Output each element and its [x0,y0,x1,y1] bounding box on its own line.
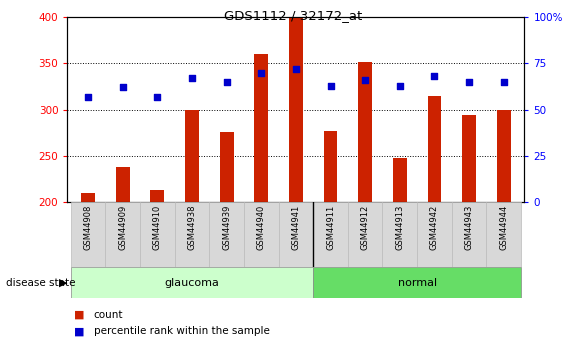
Bar [175,202,209,267]
Text: percentile rank within the sample: percentile rank within the sample [94,326,270,336]
Bar [462,115,476,202]
Text: glaucoma: glaucoma [165,278,220,288]
Text: ■: ■ [74,326,84,336]
Point [83,94,93,99]
Point [257,70,266,76]
Point [499,79,509,85]
Text: normal: normal [397,278,437,288]
Text: GDS1112 / 32172_at: GDS1112 / 32172_at [224,9,362,22]
Bar [151,190,164,202]
Bar [348,202,383,267]
Bar [254,54,268,202]
Bar [71,202,105,267]
Point [430,73,439,79]
Text: GSM44938: GSM44938 [188,205,196,250]
Text: count: count [94,310,123,319]
Text: GSM44911: GSM44911 [326,205,335,250]
Bar [358,61,372,202]
Bar [105,202,140,267]
Point [291,66,301,72]
Text: GSM44944: GSM44944 [499,205,508,250]
Point [188,76,197,81]
Point [222,79,231,85]
Bar [383,202,417,267]
Point [153,94,162,99]
Bar [314,267,521,298]
Point [360,77,370,83]
Bar [486,202,521,267]
Text: GSM44940: GSM44940 [257,205,266,250]
Bar [278,202,314,267]
Bar [452,202,486,267]
Bar [323,131,338,202]
Point [118,85,128,90]
Bar [497,110,510,202]
Text: GSM44909: GSM44909 [118,205,127,250]
Bar [81,193,95,202]
Bar [185,110,199,202]
Bar [244,202,278,267]
Text: ▶: ▶ [59,278,67,288]
Bar [417,202,452,267]
Bar [393,158,407,202]
Bar [116,167,130,202]
Text: GSM44941: GSM44941 [291,205,301,250]
Text: GSM44910: GSM44910 [153,205,162,250]
Text: GSM44913: GSM44913 [396,205,404,250]
Bar [289,17,303,202]
Text: GSM44939: GSM44939 [222,205,231,250]
Point [395,83,404,88]
Bar [428,96,441,202]
Point [326,83,335,88]
Point [464,79,473,85]
Text: GSM44908: GSM44908 [84,205,93,250]
Bar [209,202,244,267]
Text: GSM44943: GSM44943 [465,205,473,250]
Text: ■: ■ [74,310,84,319]
Bar [140,202,175,267]
Bar [314,202,348,267]
Bar [71,267,314,298]
Text: GSM44912: GSM44912 [361,205,370,250]
Bar [220,132,234,202]
Text: disease state: disease state [6,278,76,288]
Text: GSM44942: GSM44942 [430,205,439,250]
